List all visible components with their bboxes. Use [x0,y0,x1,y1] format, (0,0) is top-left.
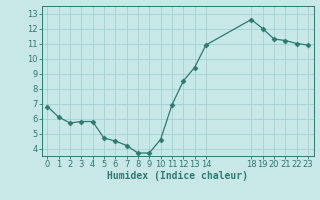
X-axis label: Humidex (Indice chaleur): Humidex (Indice chaleur) [107,171,248,181]
